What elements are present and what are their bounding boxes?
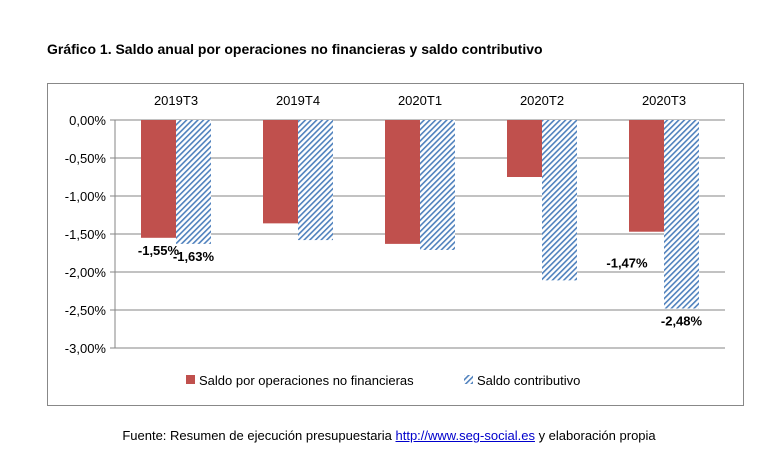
legend-label: Saldo contributivo (477, 373, 580, 388)
bar-saldo-contributivo (664, 120, 699, 309)
bar-saldo-operaciones (629, 120, 664, 232)
legend-label: Saldo por operaciones no financieras (199, 373, 414, 388)
data-label: -1,63% (173, 249, 215, 264)
legend-swatch-saldo-operaciones (186, 375, 195, 384)
data-label: -1,47% (606, 256, 648, 271)
y-tick-label: -3,00% (65, 341, 107, 356)
category-label: 2020T2 (520, 93, 564, 108)
bar-saldo-operaciones (141, 120, 176, 238)
chart-title: Gráfico 1. Saldo anual por operaciones n… (47, 41, 543, 57)
source-text: Fuente: Resumen de ejecución presupuesta… (122, 428, 396, 443)
bar-saldo-operaciones (507, 120, 542, 177)
source-link[interactable]: http://www.seg-social.es (395, 428, 535, 443)
legend-swatch-saldo-contributivo (464, 375, 473, 384)
data-label: -2,48% (661, 313, 703, 328)
bar-saldo-contributivo (542, 120, 577, 281)
source-note: Fuente: Resumen de ejecución presupuesta… (0, 428, 778, 443)
category-label: 2019T3 (154, 93, 198, 108)
y-tick-label: -2,50% (65, 303, 107, 318)
category-label: 2019T4 (276, 93, 320, 108)
y-tick-label: 0,00% (69, 113, 106, 128)
bar-saldo-operaciones (263, 120, 298, 224)
data-label: -1,55% (138, 243, 180, 258)
chart-frame (47, 83, 744, 406)
category-label: 2020T3 (642, 93, 686, 108)
y-tick-label: -0,50% (65, 151, 107, 166)
y-tick-label: -1,00% (65, 189, 107, 204)
y-tick-label: -2,00% (65, 265, 107, 280)
bar-saldo-contributivo (176, 120, 211, 244)
y-tick-label: -1,50% (65, 227, 107, 242)
bar-saldo-contributivo (298, 120, 333, 241)
source-suffix: y elaboración propia (534, 428, 656, 443)
category-label: 2020T1 (398, 93, 442, 108)
bar-saldo-operaciones (385, 120, 420, 244)
bar-saldo-contributivo (420, 120, 455, 250)
